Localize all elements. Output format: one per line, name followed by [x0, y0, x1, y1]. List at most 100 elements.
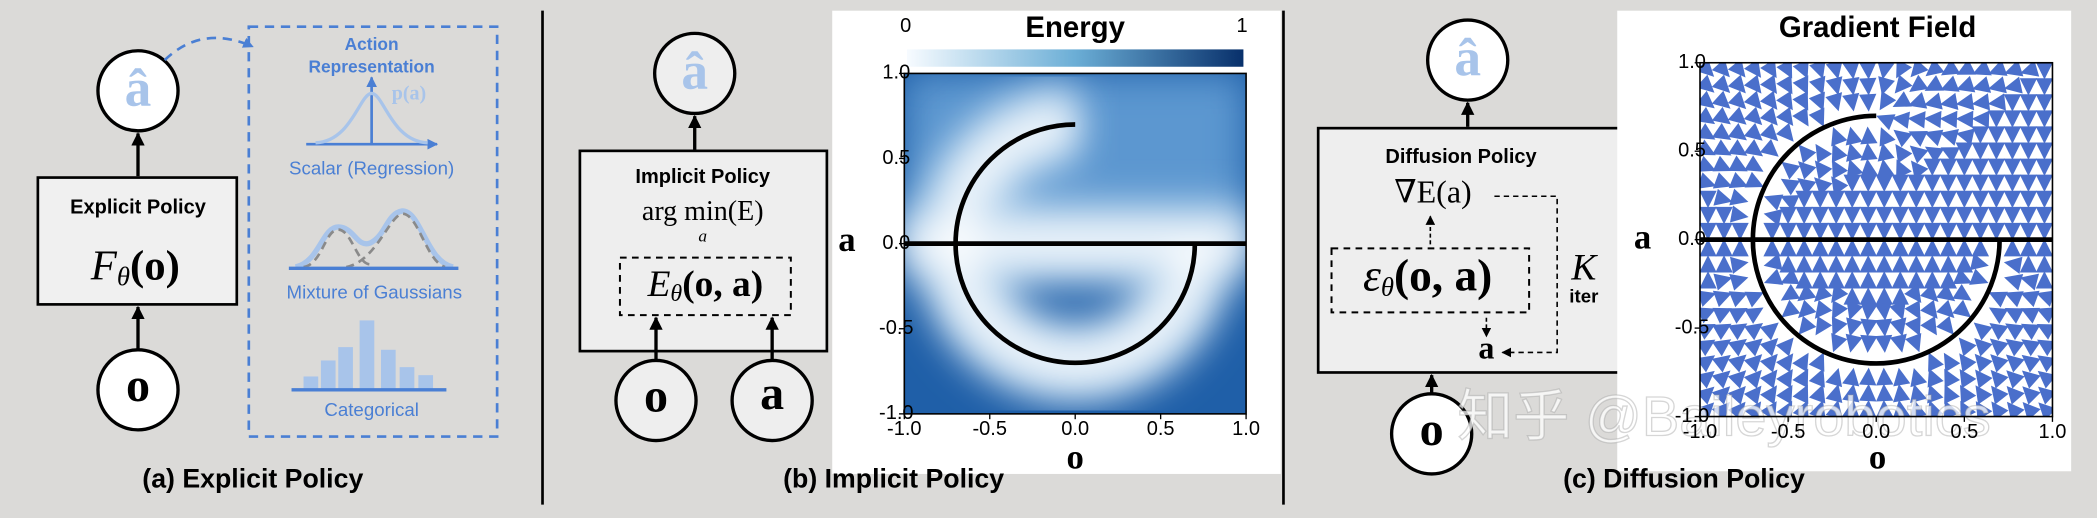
field-arrow — [1715, 206, 1733, 225]
field-arrow — [1959, 369, 1977, 389]
field-arrow — [1955, 222, 1974, 241]
field-arrow — [1779, 222, 1797, 241]
output-node — [652, 31, 737, 116]
field-arrow — [1955, 239, 1974, 257]
field-arrow — [1988, 291, 2008, 308]
energy-formula: Eθ(o, a) — [647, 264, 764, 307]
field-arrow — [1987, 190, 2006, 209]
field-arrow — [1859, 222, 1877, 241]
x-tick-label: 0.5 — [1147, 418, 1175, 440]
policy-title: Explicit Policy — [70, 197, 207, 219]
field-arrow — [2019, 190, 2038, 209]
field-arrow — [1831, 316, 1848, 336]
y-axis-label: a — [1634, 217, 1651, 256]
field-arrow — [1727, 385, 1746, 405]
plot-title: Energy — [1025, 11, 1125, 44]
field-arrow — [1760, 62, 1777, 79]
field-arrow — [1700, 106, 1716, 125]
field-arrow — [2006, 385, 2025, 405]
field-arrow — [1743, 354, 1763, 373]
field-arrow — [1700, 90, 1715, 109]
field-arrow — [1991, 401, 2009, 417]
field-arrow — [1924, 146, 1945, 164]
field-arrow — [1811, 271, 1829, 289]
field-arrow — [1700, 290, 1717, 307]
field-arrow — [1952, 299, 1972, 318]
field-arrow — [2004, 307, 2025, 324]
field-arrow — [1987, 110, 2006, 128]
field-arrow — [1859, 367, 1877, 386]
field-arrow — [1987, 93, 2006, 111]
field-arrow — [1940, 75, 1960, 92]
field-arrow — [1792, 384, 1809, 404]
field-arrow — [1779, 255, 1797, 273]
field-arrow — [2020, 273, 2040, 291]
field-arrow — [1955, 255, 1974, 273]
field-arrow — [1859, 271, 1877, 289]
field-arrow — [1727, 90, 1747, 110]
field-arrow — [1879, 127, 1896, 147]
field-arrow — [1859, 174, 1877, 193]
x-tick-label: 0.5 — [1950, 421, 1978, 443]
field-arrow — [2037, 339, 2053, 357]
field-arrow — [1936, 283, 1956, 302]
field-arrow — [1743, 74, 1762, 94]
field-arrow — [1875, 174, 1893, 193]
field-arrow — [1728, 323, 1748, 341]
field-arrow — [2020, 323, 2041, 340]
field-arrow — [1712, 307, 1732, 324]
formula-subscript: θ — [117, 261, 130, 291]
field-arrow — [1831, 143, 1848, 163]
field-arrow — [1712, 172, 1733, 189]
field-arrow — [1727, 370, 1747, 389]
field-arrow — [1779, 239, 1797, 257]
x-tick-label: -0.5 — [973, 418, 1007, 440]
field-arrow — [1727, 354, 1747, 373]
field-arrow — [1808, 368, 1825, 388]
field-arrow — [1815, 143, 1833, 164]
field-arrow — [1923, 206, 1941, 225]
field-arrow — [1825, 62, 1843, 80]
field-arrow — [1955, 142, 1974, 160]
field-arrow — [1776, 62, 1793, 79]
field-arrow — [1859, 239, 1877, 257]
field-arrow — [1711, 370, 1731, 389]
field-arrow — [1859, 399, 1877, 417]
field-arrow — [1759, 106, 1778, 126]
field-arrow — [1715, 222, 1733, 241]
field-arrow — [1920, 316, 1937, 336]
field-arrow — [1875, 271, 1893, 289]
field-arrow — [1958, 337, 1977, 357]
field-arrow — [1700, 255, 1717, 273]
field-arrow — [1843, 287, 1861, 305]
field-arrow — [2035, 239, 2053, 257]
field-arrow — [1763, 253, 1783, 271]
field-arrow — [2003, 158, 2022, 176]
field-arrow — [1795, 190, 1813, 209]
field-arrow — [1895, 144, 1913, 164]
field-arrow — [1893, 399, 1911, 417]
field-arrow — [2020, 307, 2040, 324]
field-arrow — [1759, 369, 1778, 389]
field-arrow — [1959, 353, 1977, 373]
field-arrow — [1843, 190, 1861, 209]
field-arrow — [1842, 383, 1860, 403]
y-tick-label: 0.0 — [882, 232, 910, 254]
field-arrow — [1763, 209, 1783, 226]
field-arrow — [1859, 287, 1877, 305]
field-arrow — [1798, 161, 1817, 180]
field-arrow — [1877, 142, 1895, 162]
field-arrow — [1743, 122, 1763, 141]
field-arrow — [1910, 62, 1929, 78]
field-arrow — [1959, 384, 1977, 405]
field-arrow — [1843, 222, 1861, 241]
field-arrow — [1728, 139, 1748, 156]
field-arrow — [1744, 171, 1764, 188]
field-arrow — [1779, 206, 1797, 225]
field-arrow — [1712, 139, 1732, 156]
field-arrow — [1893, 367, 1911, 387]
field-arrow — [1727, 338, 1747, 357]
field-arrow — [1923, 190, 1941, 209]
y-tick-label: 0.5 — [1678, 139, 1706, 161]
